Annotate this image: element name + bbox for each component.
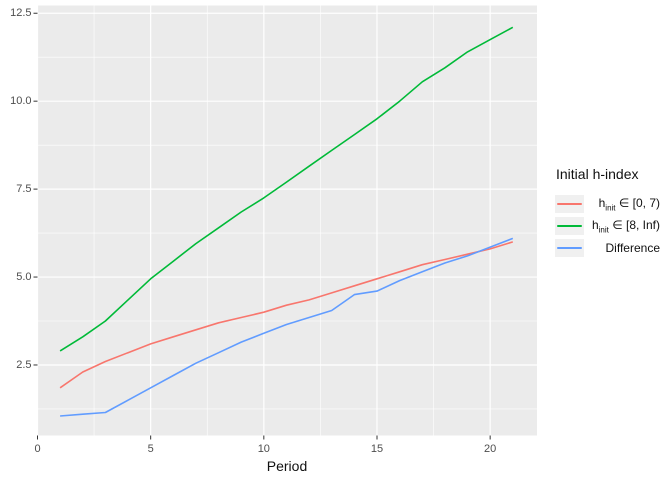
legend-key-swatch: [555, 239, 584, 257]
legend: Initial h-index hinit ∈ [0, 7) hinit ∈ [8…: [548, 166, 660, 261]
legend-key-swatch: [555, 217, 584, 235]
x-tick-label: 10: [257, 442, 270, 455]
x-tick-label: 0: [34, 442, 41, 455]
series-line-0: [59, 241, 514, 389]
legend-item-label: Difference: [605, 241, 660, 255]
series-line-1: [59, 26, 514, 352]
x-tick-label: 20: [484, 442, 497, 455]
x-tick-label: 5: [147, 442, 154, 455]
legend-item-label: hinit ∈ [8, Inf): [591, 217, 660, 235]
legend-key-line: [557, 203, 582, 205]
legend-key-swatch: [555, 195, 584, 213]
legend-item-label: hinit ∈ [0, 7): [598, 195, 660, 213]
y-tick-label: 5.0: [16, 271, 32, 284]
legend-title: Initial h-index: [556, 166, 639, 182]
series-line-2: [60, 237, 514, 417]
y-tick-label: 7.5: [16, 183, 32, 196]
legend-item-0: hinit ∈ [0, 7): [548, 195, 660, 213]
legend-key-line: [557, 225, 582, 227]
legend-key-line: [557, 247, 582, 249]
legend-items: hinit ∈ [0, 7) hinit ∈ [8, Inf) Difference: [548, 195, 660, 257]
x-axis-title: Period: [266, 458, 308, 474]
panel-background: [37, 5, 537, 436]
legend-item-2: Difference: [548, 239, 660, 257]
y-tick-label: 2.5: [16, 358, 32, 371]
legend-item-1: hinit ∈ [8, Inf): [548, 217, 660, 235]
y-tick-label: 10.0: [10, 95, 32, 108]
y-tick-label: 12.5: [10, 7, 32, 20]
x-tick-label: 15: [370, 442, 384, 455]
